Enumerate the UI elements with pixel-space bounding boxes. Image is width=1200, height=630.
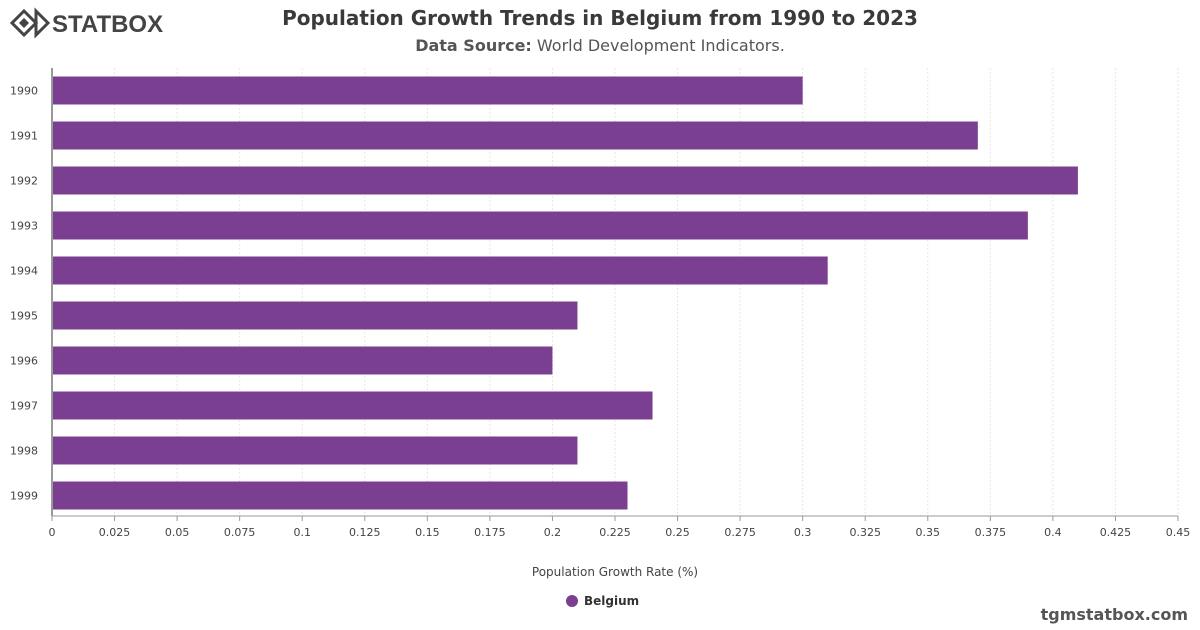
bar [53, 257, 828, 285]
bar [53, 77, 803, 105]
y-tick-label: 1999 [10, 490, 38, 503]
x-tick-label: 0.075 [224, 526, 256, 539]
y-tick-label: 1993 [10, 220, 38, 233]
x-tick-label: 0.05 [165, 526, 190, 539]
x-tick-label: 0.3 [794, 526, 812, 539]
y-tick-label: 1997 [10, 400, 38, 413]
legend-label: Belgium [584, 594, 639, 608]
bar [53, 167, 1078, 195]
x-tick-label: 0.1 [293, 526, 311, 539]
x-tick-label: 0.25 [665, 526, 690, 539]
bar [53, 437, 577, 465]
x-tick-label: 0 [49, 526, 56, 539]
x-tick-label: 0.4 [1044, 526, 1062, 539]
y-tick-label: 1991 [10, 130, 38, 143]
y-tick-label: 1994 [10, 265, 38, 278]
x-tick-label: 0.2 [544, 526, 562, 539]
footer-site: tgmstatbox.com [1041, 605, 1188, 624]
y-tick-label: 1992 [10, 175, 38, 188]
bar [53, 482, 628, 510]
y-tick-label: 1996 [10, 355, 38, 368]
x-tick-label: 0.325 [849, 526, 881, 539]
legend[interactable]: Belgium [566, 594, 639, 608]
x-tick-label: 0.35 [916, 526, 941, 539]
x-axis-title: Population Growth Rate (%) [532, 565, 698, 579]
bar [53, 122, 978, 150]
bar [53, 302, 577, 330]
x-tick-label: 0.45 [1166, 526, 1191, 539]
x-tick-label: 0.275 [724, 526, 756, 539]
bar [53, 212, 1028, 240]
bar [53, 347, 552, 375]
legend-marker [566, 595, 578, 607]
x-tick-label: 0.375 [975, 526, 1007, 539]
y-tick-label: 1998 [10, 445, 38, 458]
x-tick-label: 0.175 [474, 526, 506, 539]
y-tick-label: 1995 [10, 310, 38, 323]
x-tick-label: 0.225 [599, 526, 631, 539]
x-tick-label: 0.125 [349, 526, 381, 539]
x-tick-label: 0.15 [415, 526, 440, 539]
bar [53, 392, 653, 420]
x-tick-label: 0.025 [99, 526, 131, 539]
x-tick-label: 0.425 [1100, 526, 1132, 539]
y-tick-label: 1990 [10, 85, 38, 98]
